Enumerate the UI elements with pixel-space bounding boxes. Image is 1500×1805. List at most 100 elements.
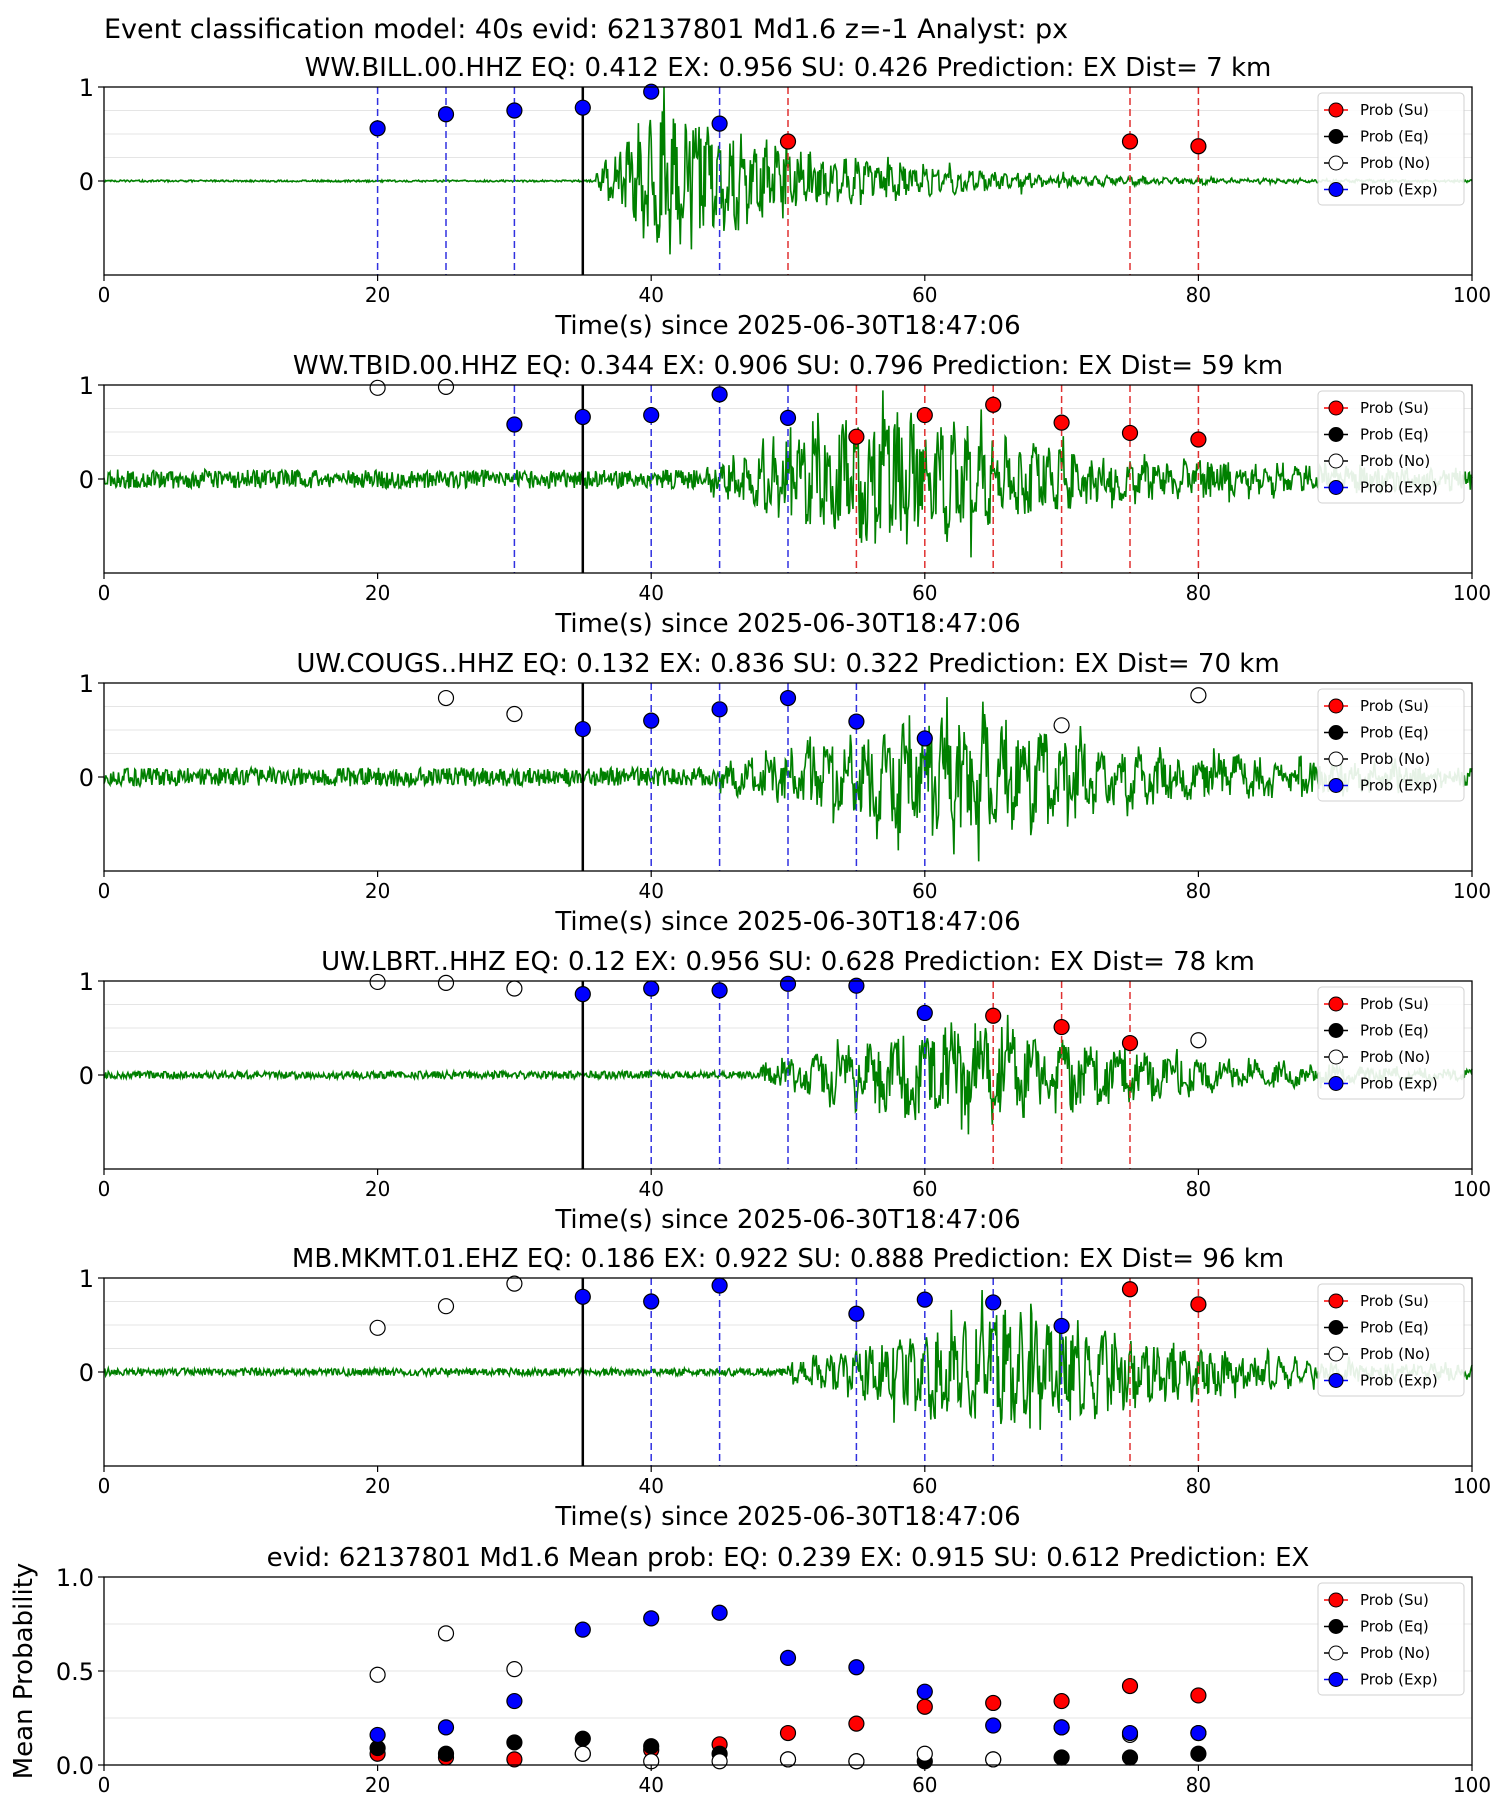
legend-label-eq: Prob (Eq)	[1360, 426, 1429, 444]
x-tick-label: 60	[912, 283, 937, 307]
prob-marker	[1190, 1724, 1207, 1742]
prob-marker	[1121, 1281, 1139, 1298]
prob-marker	[1190, 1296, 1207, 1313]
prob-marker	[779, 409, 797, 426]
prob-marker	[916, 1745, 933, 1762]
panel-2: WW.TBID.00.HHZ EQ: 0.344 EX: 0.906 SU: 0…	[79, 351, 1491, 639]
prob-marker	[1190, 138, 1207, 155]
prob-marker	[848, 1753, 865, 1770]
legend-marker-eq	[1328, 129, 1344, 144]
x-tick-label: 40	[638, 283, 663, 307]
x-tick-label: 80	[1186, 1474, 1211, 1498]
prob-marker	[1121, 424, 1139, 442]
prob-marker	[779, 1751, 797, 1768]
prob-marker	[643, 406, 660, 424]
prob-marker	[643, 1738, 660, 1755]
prob-marker	[437, 974, 455, 991]
legend-marker-no	[1328, 1645, 1344, 1661]
figure-suptitle: Event classification model: 40s evid: 62…	[104, 14, 1068, 45]
x-tick-label: 60	[912, 1773, 937, 1797]
prob-marker	[779, 1649, 797, 1666]
legend-marker-no	[1328, 1346, 1344, 1362]
prob-marker	[985, 396, 1002, 413]
x-tick-label: 80	[1186, 1177, 1211, 1201]
y-axis-label: Mean Probability	[9, 1563, 39, 1780]
prob-marker	[1121, 1677, 1139, 1695]
prob-marker	[1053, 1749, 1070, 1766]
legend-marker-no	[1328, 155, 1344, 171]
x-tick-label: 0	[98, 879, 111, 903]
legend-label-eq: Prob (Eq)	[1360, 128, 1429, 146]
prob-marker	[985, 1751, 1002, 1768]
prob-marker	[916, 406, 933, 424]
panel-3: UW.COUGS..HHZ EQ: 0.132 EX: 0.836 SU: 0.…	[79, 649, 1491, 937]
y-tick-label: 1	[79, 74, 94, 102]
prob-marker	[848, 1659, 865, 1676]
legend: Prob (Su) Prob (Eq) Prob (No) Prob (Exp)	[1317, 986, 1465, 1100]
legend-frame	[1317, 688, 1465, 802]
legend-label-eq: Prob (Eq)	[1360, 724, 1429, 742]
prob-marker	[1190, 687, 1207, 704]
prob-marker	[916, 1683, 933, 1700]
prob-marker	[1190, 1687, 1207, 1704]
legend-marker-no	[1328, 751, 1344, 767]
prob-marker	[1053, 717, 1070, 734]
panel-1: WW.BILL.00.HHZ EQ: 0.412 EX: 0.956 SU: 0…	[79, 53, 1491, 341]
x-tick-label: 80	[1186, 879, 1211, 903]
prob-marker	[369, 379, 386, 396]
legend: Prob (Su) Prob (Eq) Prob (No) Prob (Exp)	[1317, 688, 1465, 802]
legend-label-su: Prob (Su)	[1360, 101, 1429, 119]
x-tick-label: 40	[638, 581, 663, 605]
legend-frame	[1317, 1283, 1465, 1397]
prob-marker	[916, 730, 933, 747]
legend-marker-exp	[1328, 1672, 1344, 1687]
legend-label-su: Prob (Su)	[1360, 1591, 1429, 1609]
x-tick-label: 0	[98, 1474, 111, 1498]
panel-5: MB.MKMT.01.EHZ EQ: 0.186 EX: 0.922 SU: 0…	[79, 1244, 1491, 1532]
prob-marker	[779, 1724, 797, 1742]
prob-marker	[369, 1666, 386, 1683]
prob-marker	[916, 1004, 933, 1022]
prob-marker	[1053, 1317, 1070, 1335]
prob-marker	[711, 386, 728, 403]
panel-title: MB.MKMT.01.EHZ EQ: 0.186 EX: 0.922 SU: 0…	[292, 1244, 1284, 1274]
prob-marker	[1190, 1032, 1207, 1049]
legend-marker-no	[1328, 453, 1344, 469]
x-tick-label: 100	[1453, 879, 1491, 903]
x-tick-label: 40	[638, 879, 663, 903]
x-tick-label: 100	[1453, 1773, 1491, 1797]
legend-marker-exp	[1328, 1373, 1344, 1388]
legend: Prob (Su) Prob (Eq) Prob (No) Prob (Exp)	[1317, 390, 1465, 504]
prob-marker	[574, 1745, 591, 1762]
prob-marker	[574, 408, 591, 426]
prob-marker	[437, 1745, 455, 1762]
x-tick-label: 20	[365, 1177, 390, 1201]
prob-marker	[848, 713, 865, 730]
legend: Prob (Su) Prob (Eq) Prob (No) Prob (Exp)	[1317, 1283, 1465, 1397]
legend-frame	[1317, 92, 1465, 206]
prob-marker	[711, 1604, 728, 1621]
legend-label-eq: Prob (Eq)	[1360, 1618, 1429, 1636]
x-tick-label: 40	[638, 1773, 663, 1797]
prob-marker	[1053, 1719, 1070, 1736]
legend-marker-su	[1328, 996, 1344, 1012]
legend-marker-eq	[1328, 1619, 1344, 1634]
legend-marker-eq	[1328, 1320, 1344, 1335]
x-tick-label: 100	[1453, 283, 1491, 307]
x-tick-label: 100	[1453, 1474, 1491, 1498]
legend-frame	[1317, 390, 1465, 504]
waveform-trace	[103, 1289, 1473, 1430]
prob-marker	[711, 982, 728, 999]
y-tick-label: 0.0	[56, 1752, 94, 1780]
legend-marker-su	[1328, 1592, 1344, 1608]
prob-marker	[506, 102, 523, 119]
prob-marker	[574, 986, 591, 1003]
legend-label-su: Prob (Su)	[1360, 995, 1429, 1013]
prob-marker	[643, 1610, 660, 1627]
prob-marker	[779, 133, 797, 150]
x-tick-label: 20	[365, 1773, 390, 1797]
prob-marker	[369, 1726, 386, 1744]
prob-marker	[437, 689, 455, 707]
prob-marker	[506, 1734, 523, 1751]
